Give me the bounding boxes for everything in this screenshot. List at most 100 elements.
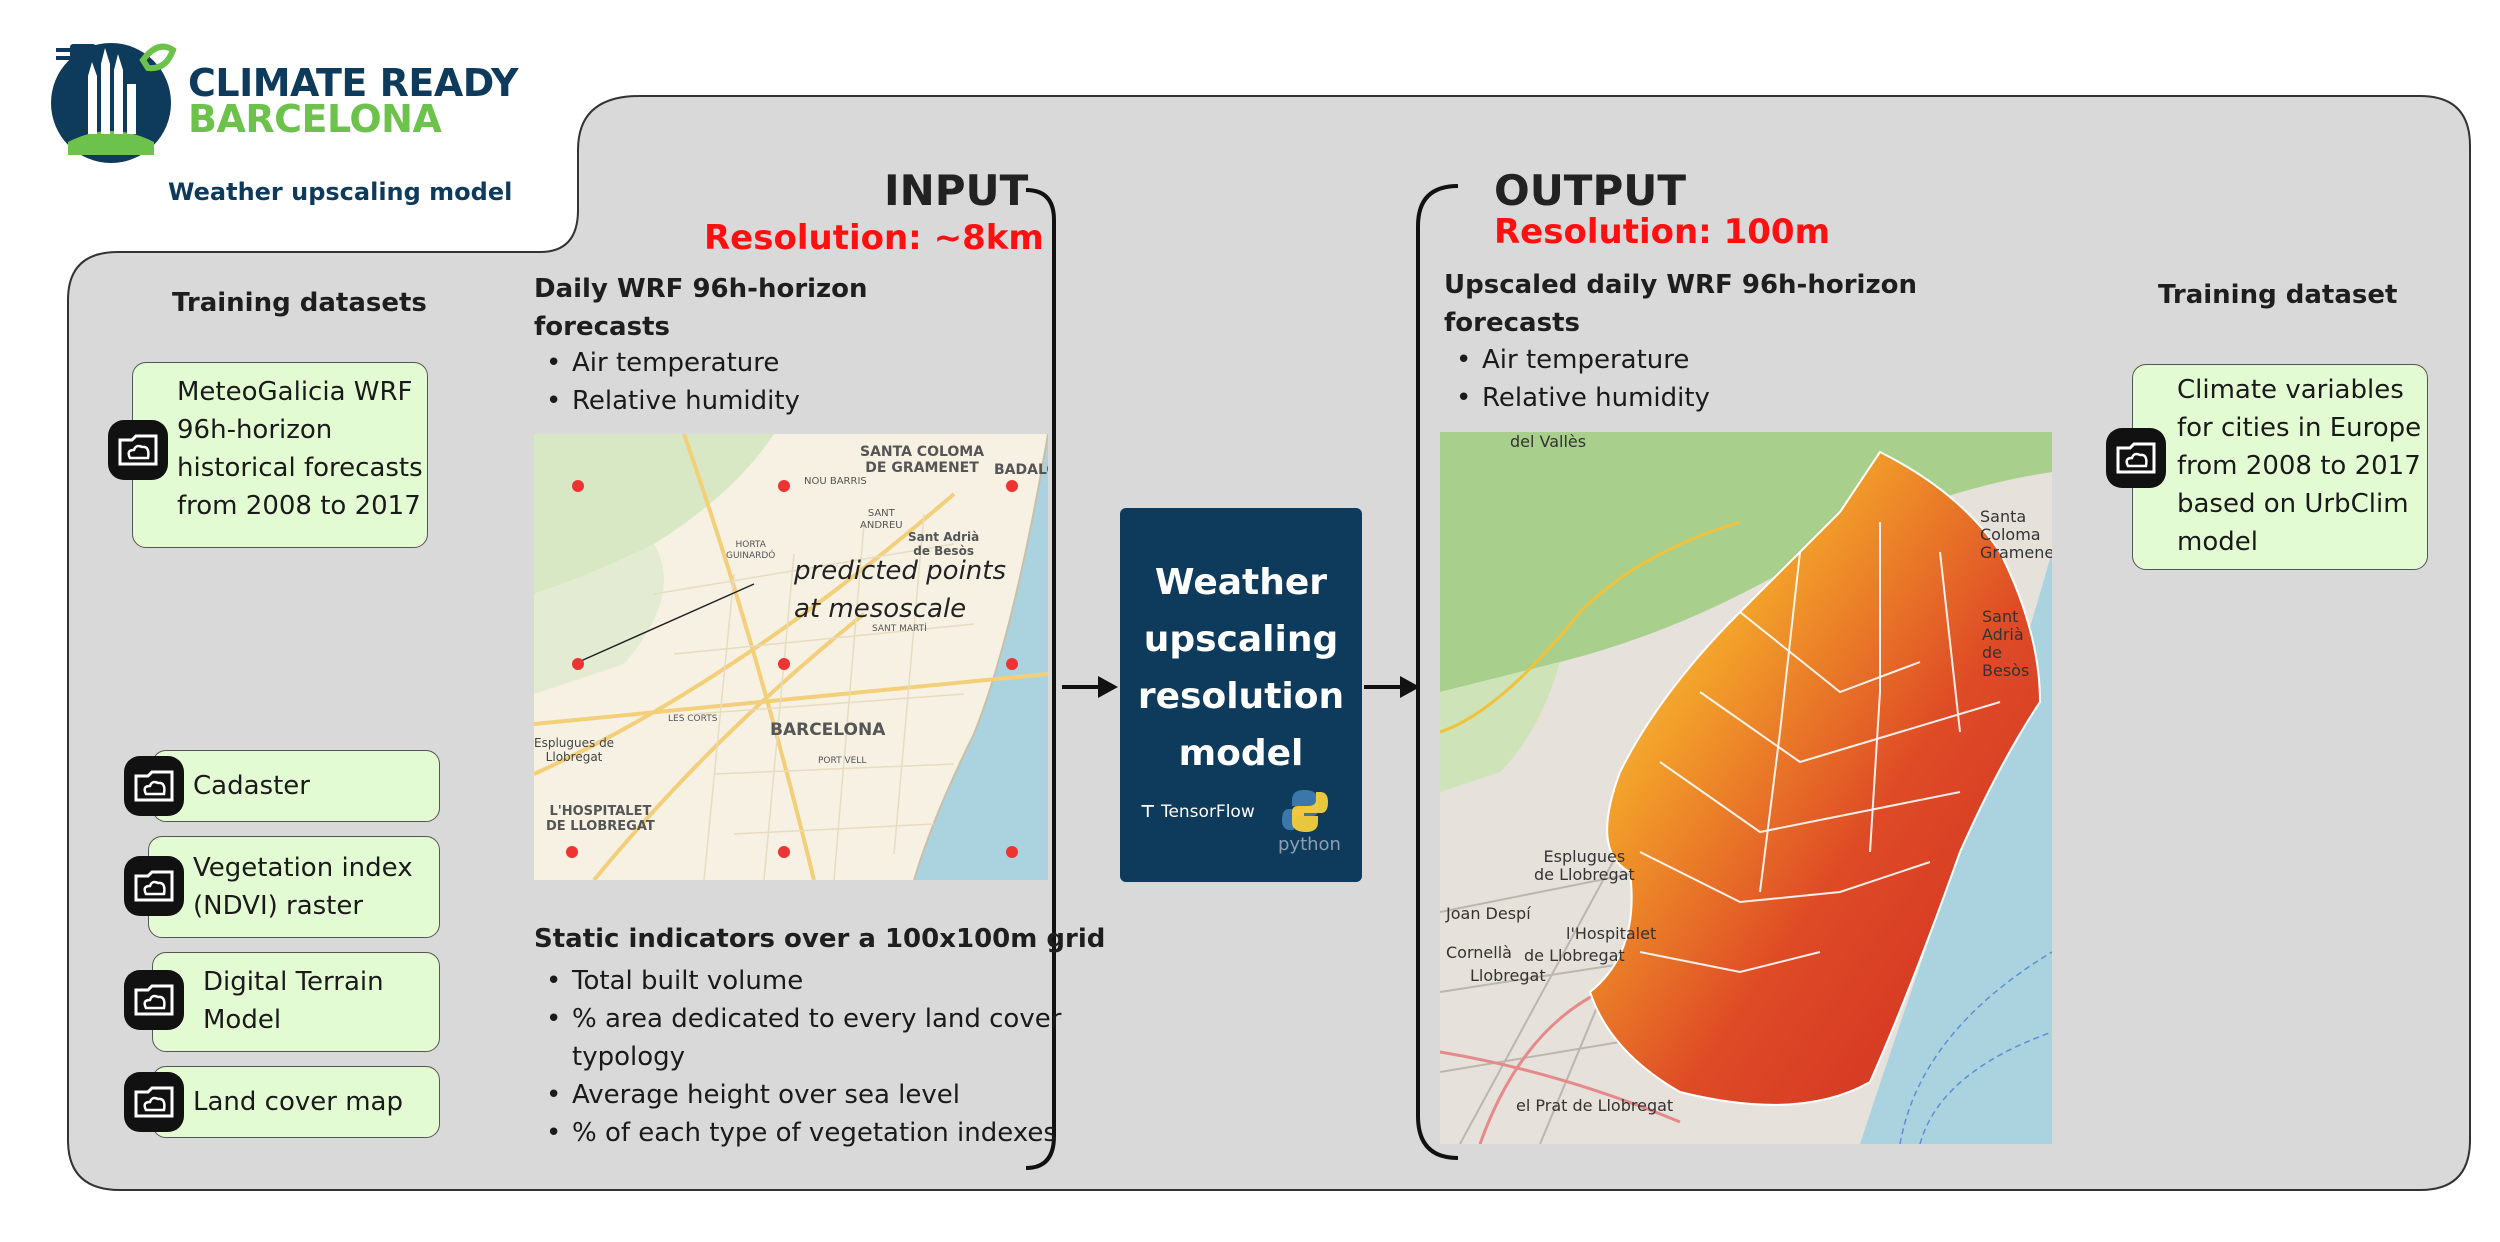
heading-line: Daily WRF 96h-horizon	[534, 274, 868, 304]
dataset-line: historical forecasts	[177, 453, 423, 483]
heading-line: Upscaled daily WRF 96h-horizon	[1444, 270, 1917, 300]
model-line: model	[1178, 733, 1304, 774]
predicted-point	[572, 480, 584, 492]
python-label: python	[1278, 834, 1341, 855]
ndvi-raster-box: Vegetation index (NDVI) raster	[148, 836, 440, 938]
input-forecast-vars: Air temperature Relative humidity	[534, 344, 800, 420]
dataset-line: Vegetation index	[193, 853, 413, 883]
predicted-point	[572, 658, 584, 670]
dataset-line: from 2008 to 2017	[177, 491, 421, 521]
predicted-point	[778, 658, 790, 670]
heading-line: forecasts	[1444, 308, 1580, 338]
map-label: Sant Adrià de Besòs	[1982, 607, 2030, 680]
dataset-line: Model	[203, 1005, 282, 1035]
map-label: del Vallès	[1510, 432, 1587, 451]
map-label: Santa ColomaGramenet	[1980, 507, 2052, 562]
dataset-line: for cities in Europe	[2177, 413, 2422, 443]
static-indicators-heading: Static indicators over a 100x100m grid	[534, 924, 1106, 954]
list-item: % area dedicated to every land covertypo…	[534, 1000, 1061, 1076]
input-bracket	[1025, 188, 1056, 1170]
map-label: de Llobregat	[1524, 946, 1625, 965]
tensorflow-logo: ⊤ TensorFlow	[1140, 802, 1255, 822]
output-resolution: Resolution: 100m	[1494, 212, 1830, 252]
list-item: Air temperature	[1444, 341, 1710, 379]
dataset-line: 96h-horizon	[177, 415, 333, 445]
predicted-point	[1006, 658, 1018, 670]
dataset-line: from 2008 to 2017	[2177, 451, 2421, 481]
model-line: upscaling	[1143, 619, 1339, 660]
output-forecast-heading: Upscaled daily WRF 96h-horizon forecasts	[1444, 266, 1917, 342]
urbclim-dataset-box: Climate variables for cities in Europe f…	[2132, 364, 2428, 570]
dataset-line: Climate variables	[2177, 375, 2404, 405]
map-label: LES CORTS	[668, 714, 718, 724]
map-label: l'Hospitalet	[1566, 924, 1657, 943]
list-item: Air temperature	[534, 344, 800, 382]
logo-line-1: CLIMATE READY	[188, 61, 519, 105]
list-item: Total built volume	[534, 962, 1061, 1000]
digital-terrain-box: Digital Terrain Model	[152, 952, 440, 1052]
predicted-point	[1006, 846, 1018, 858]
cloud-folder-icon	[124, 970, 184, 1030]
map-label: HORTA GUINARDÓ	[726, 540, 776, 561]
input-resolution: Resolution: ~8km	[704, 218, 1044, 258]
map-label: SANTA COLOMA DE GRAMENET	[860, 444, 985, 476]
dataset-line: model	[2177, 527, 2258, 557]
map-label: BARCELONA	[770, 720, 886, 740]
logo-line-2: BARCELONA	[188, 97, 442, 141]
dataset-line: (NDVI) raster	[193, 891, 364, 921]
arrow-icon	[1364, 676, 1420, 698]
map-label: L'HOSPITALET DE LLOBREGAT	[546, 804, 655, 834]
map-label: Esplugues de Llobregat	[1534, 847, 1635, 884]
map-label: SANT MARTÍ	[872, 624, 927, 634]
cloud-folder-icon	[124, 1072, 184, 1132]
map-label: Joan Despí	[1446, 904, 1531, 923]
dataset-line: MeteoGalicia WRF	[177, 377, 413, 407]
mesoscale-annotation: predicted points at mesoscale	[794, 556, 1007, 624]
python-icon	[1282, 790, 1328, 832]
map-label: Llobregat	[1470, 966, 1546, 985]
list-item: Average height over sea level	[534, 1076, 1061, 1114]
list-item: Relative humidity	[1444, 379, 1710, 417]
dataset-line: Digital Terrain	[203, 967, 384, 997]
map-label: Esplugues de Llobregat	[534, 736, 615, 764]
map-label: SANT ANDREU	[860, 508, 903, 531]
predicted-point	[778, 480, 790, 492]
land-cover-box: Land cover map	[152, 1066, 440, 1138]
output-title: OUTPUT	[1494, 166, 1686, 215]
input-title: INPUT	[884, 166, 1029, 215]
model-line: Weather	[1154, 562, 1328, 603]
cloud-folder-icon	[2106, 428, 2166, 488]
upscaling-model-box: Weather upscaling resolution model ⊤ Ten…	[1120, 508, 1362, 882]
map-label: Cornellà	[1446, 943, 1512, 962]
list-item: Relative humidity	[534, 382, 800, 420]
training-dataset-heading: Training dataset	[2158, 280, 2398, 310]
list-item: % of each type of vegetation indexes	[534, 1114, 1061, 1152]
cadaster-box: Cadaster	[152, 750, 440, 822]
cloud-folder-icon	[124, 756, 184, 816]
static-indicators-list: Total built volume % area dedicated to e…	[534, 962, 1061, 1152]
map-label: NOU BARRIS	[804, 476, 867, 487]
climate-ready-logo	[51, 43, 177, 163]
predicted-point	[566, 846, 578, 858]
heading-line: forecasts	[534, 312, 670, 342]
map-label: Sant Adrià de Besòs	[908, 530, 980, 558]
predicted-point	[778, 846, 790, 858]
dataset-line: Cadaster	[193, 771, 310, 801]
cloud-folder-icon	[108, 420, 168, 480]
map-label: PORT VELL	[818, 756, 867, 766]
output-temperature-map: del Vallès Santa ColomaGramenet Sant Adr…	[1440, 432, 2052, 1144]
dataset-line: Land cover map	[193, 1087, 403, 1117]
tensorflow-icon: ⊤	[1140, 802, 1156, 822]
dataset-line: based on UrbClim	[2177, 489, 2409, 519]
model-line: resolution	[1137, 676, 1345, 717]
training-datasets-heading: Training datasets	[172, 288, 427, 318]
map-label: el Prat de Llobregat	[1516, 1096, 1674, 1115]
cloud-folder-icon	[124, 856, 184, 916]
output-forecast-vars: Air temperature Relative humidity	[1444, 341, 1710, 417]
meteogalicia-dataset-box: MeteoGalicia WRF 96h-horizon historical …	[132, 362, 428, 548]
predicted-point	[1006, 480, 1018, 492]
logo-subtitle: Weather upscaling model	[168, 178, 513, 206]
output-bracket	[1416, 184, 1459, 1160]
arrow-icon	[1062, 676, 1118, 698]
